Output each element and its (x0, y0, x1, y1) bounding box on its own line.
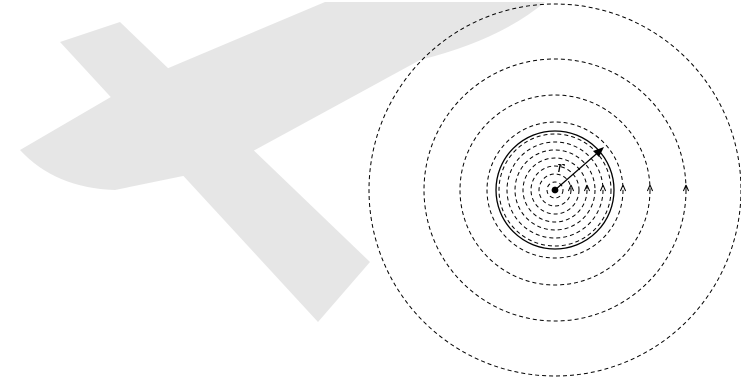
field-line-8 (486, 121, 624, 259)
field-direction-arrows (567, 184, 690, 192)
field-arrow-4 (619, 184, 627, 192)
field-line-9 (459, 94, 651, 286)
wire-boundary (495, 130, 615, 250)
wire-center-dot (551, 186, 559, 194)
field-line-5 (514, 149, 596, 231)
field-line-2 (538, 173, 572, 207)
field-line-3 (530, 165, 580, 215)
field-arrow-3 (599, 184, 607, 192)
field-line-4 (522, 157, 588, 223)
field-line-7 (498, 133, 612, 247)
field-arrow-1 (567, 184, 575, 192)
field-line-10 (423, 58, 687, 322)
radius-label: r (557, 158, 565, 176)
field-arrow-6 (682, 184, 690, 192)
field-line-11 (368, 3, 741, 377)
field-line-1 (546, 181, 564, 199)
field-arrow-5 (646, 184, 654, 192)
field-line-6 (506, 141, 604, 239)
watermark-logo (20, 2, 545, 322)
field-lines (368, 3, 741, 377)
field-arrow-2 (583, 184, 591, 192)
radius-vector (554, 147, 604, 191)
radius-arrow-line (554, 148, 603, 191)
watermark-stroke-upper (20, 2, 545, 190)
radius-arrow-head (593, 147, 604, 157)
